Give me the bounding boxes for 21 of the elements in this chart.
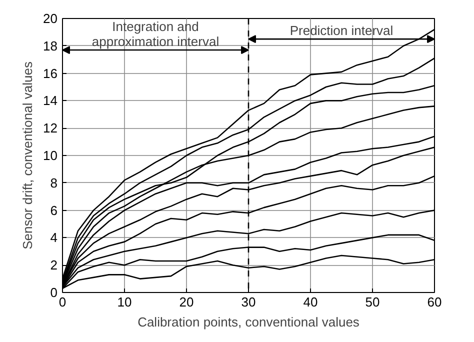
y-tick-label: 2	[50, 258, 58, 273]
y-tick-label: 6	[50, 202, 58, 218]
y-tick-label: 10	[43, 148, 58, 163]
x-tick-label: 30	[241, 294, 256, 310]
x-tick-label: 50	[365, 294, 380, 310]
annotation: Prediction interval	[290, 23, 394, 38]
x-tick-label: 60	[427, 294, 442, 310]
y-tick-label: 18	[43, 38, 58, 54]
annotation: Integration and approximation interval	[92, 19, 220, 50]
y-tick-label: 0	[50, 285, 58, 300]
y-tick-label: 8	[50, 175, 58, 190]
y-tick-label: 4	[50, 230, 58, 246]
y-tick-label: 14	[43, 93, 58, 108]
y-tick-label: 12	[43, 120, 58, 136]
x-tick-label: 10	[117, 294, 132, 310]
x-axis-title: Calibration points, conventional values	[138, 314, 360, 330]
y-tick-label: 20	[43, 11, 58, 26]
x-tick-label: 20	[179, 294, 194, 310]
x-tick-label: 40	[303, 294, 318, 310]
y-axis-title: Sensor drift, conventional values	[20, 61, 36, 250]
y-tick-label: 16	[43, 66, 58, 81]
